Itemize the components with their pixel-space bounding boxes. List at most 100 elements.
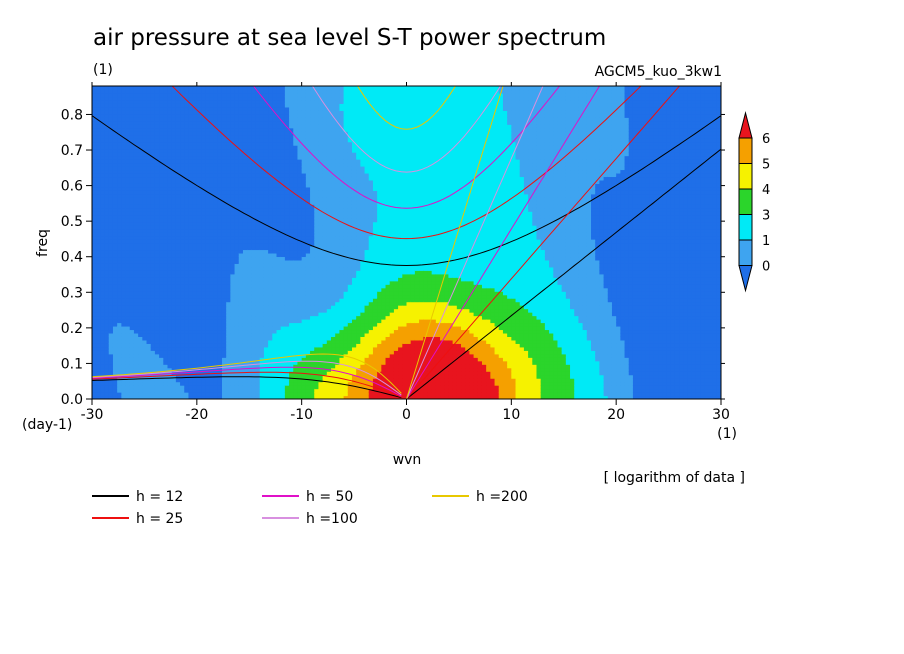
spectrum-cell [280, 315, 286, 320]
spectrum-cell [276, 325, 282, 331]
spectrum-cell [150, 169, 156, 174]
spectrum-cell [318, 117, 324, 122]
spectrum-cell [180, 141, 185, 146]
spectrum-cell [192, 204, 198, 209]
spectrum-cell [121, 141, 127, 146]
spectrum-cell [259, 141, 265, 146]
spectrum-cell [112, 207, 118, 212]
spectrum-cell [117, 186, 122, 191]
spectrum-cell [259, 197, 265, 202]
spectrum-cell [301, 249, 307, 254]
spectrum-cell [314, 145, 320, 150]
spectrum-cell [129, 322, 135, 327]
spectrum-cell [121, 148, 127, 153]
spectrum-cell [92, 364, 97, 369]
spectrum-cell [247, 392, 252, 397]
spectrum-cell [205, 218, 211, 223]
spectrum-cell [100, 266, 106, 271]
spectrum-cell [221, 117, 227, 122]
spectrum-cell [175, 86, 181, 91]
spectrum-cell [276, 256, 282, 261]
spectrum-cell [117, 259, 122, 264]
spectrum-cell [293, 159, 299, 164]
spectrum-cell [121, 280, 127, 285]
spectrum-cell [205, 291, 211, 296]
spectrum-cell [310, 367, 315, 372]
spectrum-cell [192, 249, 198, 254]
spectrum-cell [150, 252, 156, 258]
spectrum-cell [263, 92, 269, 98]
spectrum-cell [226, 291, 231, 296]
spectrum-cell [159, 350, 164, 355]
spectrum-cell [226, 221, 231, 226]
spectrum-cell [217, 381, 223, 386]
spectrum-cell [180, 207, 185, 212]
spectrum-cell [263, 218, 269, 223]
spectrum-cell [205, 165, 211, 171]
spectrum-cell [284, 200, 290, 205]
spectrum-cell [108, 117, 114, 122]
spectrum-cell [196, 280, 202, 285]
spectrum-cell [217, 305, 223, 310]
spectrum-cell [255, 294, 261, 299]
spectrum-cell [196, 305, 202, 310]
spectrum-cell [146, 186, 152, 191]
spectrum-cell [138, 315, 143, 320]
spectrum-cell [247, 106, 252, 111]
spectrum-cell [175, 165, 181, 171]
spectrum-cell [92, 86, 97, 91]
spectrum-cell [117, 120, 122, 125]
spectrum-cell [121, 308, 127, 313]
spectrum-cell [297, 364, 303, 369]
spectrum-cell [125, 395, 131, 399]
spectrum-cell [150, 235, 156, 240]
spectrum-cell [259, 305, 265, 310]
spectrum-cell [284, 92, 290, 98]
spectrum-cell [201, 106, 206, 111]
spectrum-cell [192, 235, 198, 240]
spectrum-cell [167, 138, 173, 143]
spectrum-cell [188, 353, 194, 358]
spectrum-cell [142, 252, 148, 258]
spectrum-cell [125, 357, 131, 362]
spectrum-cell [234, 336, 240, 341]
spectrum-cell [234, 110, 240, 115]
spectrum-cell [205, 124, 211, 129]
spectrum-cell [167, 284, 173, 289]
spectrum-cell [104, 385, 110, 390]
spectrum-cell [289, 218, 294, 223]
spectrum-cell [171, 134, 177, 139]
spectrum-cell [163, 138, 169, 143]
spectrum-cell [117, 242, 122, 247]
spectrum-cell [255, 259, 261, 264]
spectrum-cell [142, 99, 148, 104]
spectrum-cell [209, 294, 215, 299]
spectrum-cell [117, 291, 122, 296]
spectrum-cell [272, 165, 278, 171]
spectrum-cell [272, 190, 278, 195]
spectrum-cell [196, 346, 202, 351]
spectrum-cell [272, 96, 278, 101]
spectrum-cell [159, 232, 164, 237]
spectrum-cell [238, 221, 244, 226]
spectrum-cell [171, 287, 177, 292]
spectrum-cell [92, 305, 97, 310]
spectrum-cell [205, 277, 211, 282]
spectrum-cell [192, 155, 198, 160]
spectrum-cell [217, 392, 223, 397]
spectrum-cell [112, 162, 118, 167]
spectrum-cell [205, 371, 211, 376]
spectrum-cell [175, 138, 181, 143]
spectrum-cell [125, 131, 131, 136]
spectrum-cell [180, 242, 185, 247]
spectrum-cell [284, 319, 290, 324]
spectrum-cell [125, 172, 131, 178]
spectrum-cell [100, 106, 106, 111]
spectrum-cell [92, 106, 97, 111]
spectrum-cell [112, 249, 118, 254]
spectrum-cell [112, 287, 118, 292]
spectrum-cell [301, 96, 307, 101]
spectrum-cell [305, 284, 311, 289]
spectrum-cell [259, 339, 265, 344]
spectrum-cell [175, 176, 181, 181]
